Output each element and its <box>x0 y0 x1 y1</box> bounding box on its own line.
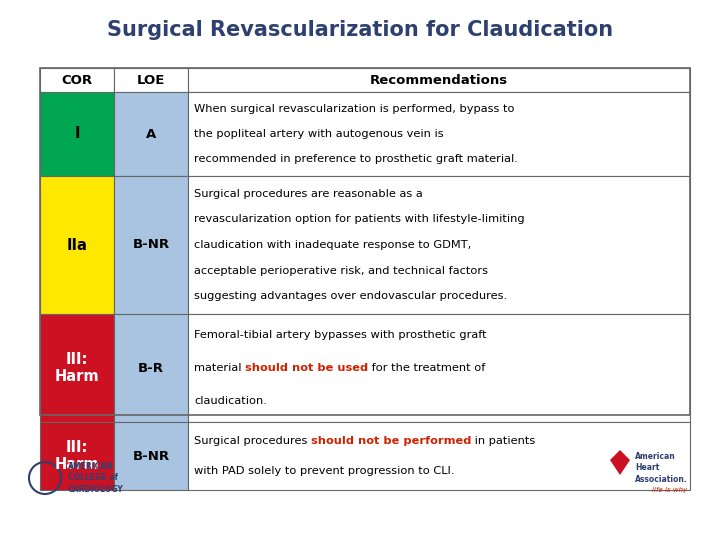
Bar <box>188 92 690 176</box>
Text: should not be performed: should not be performed <box>311 436 472 447</box>
Polygon shape <box>610 450 630 475</box>
Text: III:
Harm: III: Harm <box>55 352 99 384</box>
Bar <box>114 314 188 422</box>
Text: B-R: B-R <box>138 361 164 375</box>
Text: A: A <box>146 127 156 140</box>
Bar <box>40 422 114 490</box>
Text: should not be used: should not be used <box>245 363 368 373</box>
Bar <box>188 422 690 490</box>
Text: III:
Harm: III: Harm <box>55 440 99 472</box>
Bar <box>114 422 188 490</box>
Bar <box>40 68 690 415</box>
Text: American
Heart
Association.: American Heart Association. <box>635 451 688 484</box>
Text: recommended in preference to prosthetic graft material.: recommended in preference to prosthetic … <box>194 154 518 164</box>
Bar <box>114 68 188 92</box>
Text: material: material <box>194 363 245 373</box>
Text: Surgical procedures: Surgical procedures <box>194 436 311 447</box>
Text: Surgical Revascularization for Claudication: Surgical Revascularization for Claudicat… <box>107 20 613 40</box>
Text: suggesting advantages over endovascular procedures.: suggesting advantages over endovascular … <box>194 291 507 301</box>
Bar <box>40 176 114 314</box>
Text: with PAD solely to prevent progression to CLI.: with PAD solely to prevent progression t… <box>194 465 454 476</box>
Text: claudication.: claudication. <box>194 396 267 406</box>
Bar <box>188 176 690 314</box>
Text: Femoral-tibial artery bypasses with prosthetic graft: Femoral-tibial artery bypasses with pros… <box>194 330 487 340</box>
Text: for the treatment of: for the treatment of <box>368 363 485 373</box>
Text: I: I <box>74 126 80 141</box>
Text: B-NR: B-NR <box>132 449 170 462</box>
Bar <box>114 92 188 176</box>
Text: the popliteal artery with autogenous vein is: the popliteal artery with autogenous vei… <box>194 129 444 139</box>
Text: claudication with inadequate response to GDMT,: claudication with inadequate response to… <box>194 240 472 250</box>
Text: When surgical revascularization is performed, bypass to: When surgical revascularization is perfo… <box>194 104 515 114</box>
Text: AMERICAN
COLLEGE of
CARDIOLOGY: AMERICAN COLLEGE of CARDIOLOGY <box>68 462 124 494</box>
Text: IIa: IIa <box>66 238 87 253</box>
Bar <box>188 314 690 422</box>
Text: revascularization option for patients with lifestyle-limiting: revascularization option for patients wi… <box>194 214 525 225</box>
Bar <box>188 68 690 92</box>
Text: COR: COR <box>61 73 93 86</box>
Bar <box>40 92 114 176</box>
Bar <box>114 176 188 314</box>
Text: Recommendations: Recommendations <box>370 73 508 86</box>
Text: acceptable perioperative risk, and technical factors: acceptable perioperative risk, and techn… <box>194 266 488 275</box>
Text: in patients: in patients <box>472 436 536 447</box>
Bar <box>40 314 114 422</box>
Bar <box>40 68 114 92</box>
Text: B-NR: B-NR <box>132 239 170 252</box>
Text: life is why: life is why <box>652 487 688 493</box>
Text: Surgical procedures are reasonable as a: Surgical procedures are reasonable as a <box>194 189 423 199</box>
Text: LOE: LOE <box>137 73 165 86</box>
